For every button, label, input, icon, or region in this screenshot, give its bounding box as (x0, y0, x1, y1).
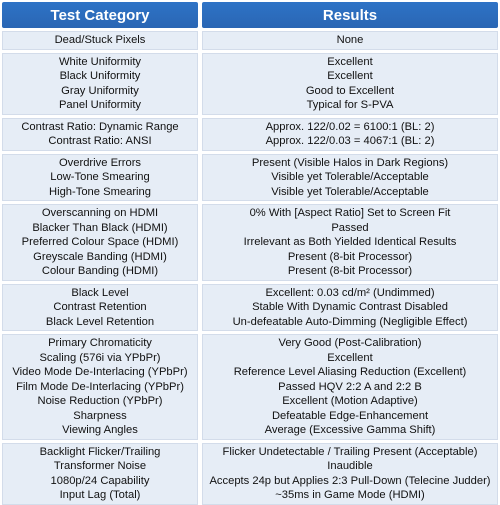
result-cell: Passed HQV 2:2 A and 2:2 B (278, 380, 422, 393)
category-column: Dead/Stuck Pixels (2, 31, 198, 50)
test-category-cell: White Uniformity (58, 55, 142, 68)
result-cell: Approx. 122/0.03 = 4067:1 (BL: 2) (265, 135, 435, 147)
category-column: Primary Chromaticity Scaling (576i via YP… (2, 334, 198, 440)
table-body: Dead/Stuck Pixels None White Uniformity Bla… (2, 31, 498, 505)
test-category-cell: Input Lag (Total) (59, 489, 141, 501)
results-column: 0% With [Aspect Ratio] Set to Screen Fit… (202, 204, 498, 281)
result-cell: Present (8-bit Processor) (287, 265, 413, 277)
result-cell: ~35ms in Game Mode (HDMI) (275, 489, 425, 501)
test-category-cell: Blacker Than Black (HDMI) (32, 221, 168, 234)
result-cell: Excellent: 0.03 cd/m² (Undimmed) (265, 286, 435, 299)
test-category-cell: Transformer Noise (53, 460, 147, 472)
test-category-cell: Film Mode De-Interlacing (YPbPr) (16, 380, 184, 393)
row-group: Overscanning on HDMI Blacker Than Black (… (2, 204, 498, 281)
table-header: Test Category Results (2, 2, 498, 28)
row-group: Backlight Flicker/Trailing Transformer No… (2, 442, 498, 505)
row-group: Overdrive Errors Low-Tone Smearing High-To… (2, 153, 498, 201)
result-cell: Approx. 122/0.02 = 6100:1 (BL: 2) (265, 120, 435, 133)
result-cell: Reference Level Aliasing Reduction (Exce… (233, 366, 467, 378)
result-cell: Un-defeatable Auto-Dimming (Negligible E… (232, 315, 468, 328)
test-category-cell: Dead/Stuck Pixels (54, 34, 146, 46)
test-category-cell: Panel Uniformity (58, 99, 142, 111)
header-test-category: Test Category (2, 2, 198, 28)
test-category-cell: Overscanning on HDMI (41, 207, 159, 219)
result-cell: Stable With Dynamic Contrast Disabled (252, 301, 448, 313)
test-category-cell: Backlight Flicker/Trailing (39, 445, 161, 458)
category-column: White Uniformity Black Uniformity Gray Uni… (2, 52, 198, 115)
test-category-cell: Contrast Ratio: Dynamic Range (21, 120, 179, 133)
category-column: Contrast Ratio: Dynamic Range Contrast Ra… (2, 117, 198, 151)
row-group: Black Level Contrast Retention Black Level… (2, 283, 498, 331)
category-column: Overscanning on HDMI Blacker Than Black (… (2, 204, 198, 281)
result-cell: Very Good (Post-Calibration) (278, 337, 422, 349)
row-group: White Uniformity Black Uniformity Gray Uni… (2, 52, 498, 115)
result-cell: Typical for S-PVA (306, 99, 394, 111)
result-cell: Good to Excellent (305, 84, 395, 97)
row-group: Primary Chromaticity Scaling (576i via YP… (2, 334, 498, 440)
row-group: Dead/Stuck Pixels None (2, 31, 498, 50)
result-cell: 0% With [Aspect Ratio] Set to Screen Fit (249, 207, 451, 219)
results-column: Very Good (Post-Calibration) Excellent Ref… (202, 334, 498, 440)
result-cell: Passed (331, 221, 369, 234)
test-category-cell: Viewing Angles (62, 424, 138, 436)
result-cell: Excellent (327, 351, 373, 364)
result-cell: None (336, 34, 364, 46)
test-category-cell: Colour Banding (HDMI) (41, 265, 159, 277)
results-column: Flicker Undetectable / Trailing Present … (202, 442, 498, 505)
category-column: Backlight Flicker/Trailing Transformer No… (2, 442, 198, 505)
test-category-cell: Noise Reduction (YPbPr) (37, 395, 163, 407)
test-category-cell: Primary Chromaticity (48, 337, 152, 349)
test-category-cell: Black Level Retention (45, 315, 155, 328)
test-category-cell: Video Mode De-Interlacing (YPbPr) (12, 366, 188, 378)
results-column: Present (Visible Halos in Dark Regions) V… (202, 153, 498, 201)
result-cell: Irrelevant as Both Yielded Identical Res… (243, 236, 457, 248)
result-cell: Inaudible (327, 460, 373, 472)
results-column: None (202, 31, 498, 50)
result-cell: Excellent (Motion Adaptive) (282, 395, 418, 407)
test-category-cell: Contrast Ratio: ANSI (48, 135, 152, 147)
result-cell: Visible yet Tolerable/Acceptable (271, 185, 429, 198)
test-category-cell: High-Tone Smearing (49, 185, 151, 198)
test-category-cell: Low-Tone Smearing (50, 171, 150, 183)
result-cell: Excellent (327, 70, 373, 82)
test-category-cell: Black Level (71, 286, 129, 299)
results-column: Approx. 122/0.02 = 6100:1 (BL: 2) Approx.… (202, 117, 498, 151)
result-cell: Defeatable Edge-Enhancement (271, 409, 429, 422)
result-cell: Present (Visible Halos in Dark Regions) (251, 156, 449, 169)
test-category-cell: Preferred Colour Space (HDMI) (21, 236, 179, 248)
result-cell: Average (Excessive Gamma Shift) (264, 424, 436, 436)
test-category-cell: Scaling (576i via YPbPr) (39, 351, 161, 364)
results-column: Excellent Excellent Good to Excellent Typic… (202, 52, 498, 115)
result-cell: Excellent (327, 55, 373, 68)
result-cell: Present (8-bit Processor) (287, 250, 413, 263)
test-category-cell: Sharpness (73, 409, 127, 422)
category-column: Overdrive Errors Low-Tone Smearing High-To… (2, 153, 198, 201)
result-cell: Visible yet Tolerable/Acceptable (271, 171, 429, 183)
category-column: Black Level Contrast Retention Black Level… (2, 283, 198, 331)
header-results: Results (202, 2, 498, 28)
row-group: Contrast Ratio: Dynamic Range Contrast Ra… (2, 117, 498, 151)
test-category-cell: Gray Uniformity (61, 84, 139, 97)
test-category-cell: Contrast Retention (53, 301, 147, 313)
result-cell: Flicker Undetectable / Trailing Present … (222, 445, 478, 458)
test-category-cell: Black Uniformity (59, 70, 141, 82)
test-category-cell: Overdrive Errors (58, 156, 142, 169)
test-category-cell: Greyscale Banding (HDMI) (33, 250, 167, 263)
results-column: Excellent: 0.03 cd/m² (Undimmed) Stable W… (202, 283, 498, 331)
